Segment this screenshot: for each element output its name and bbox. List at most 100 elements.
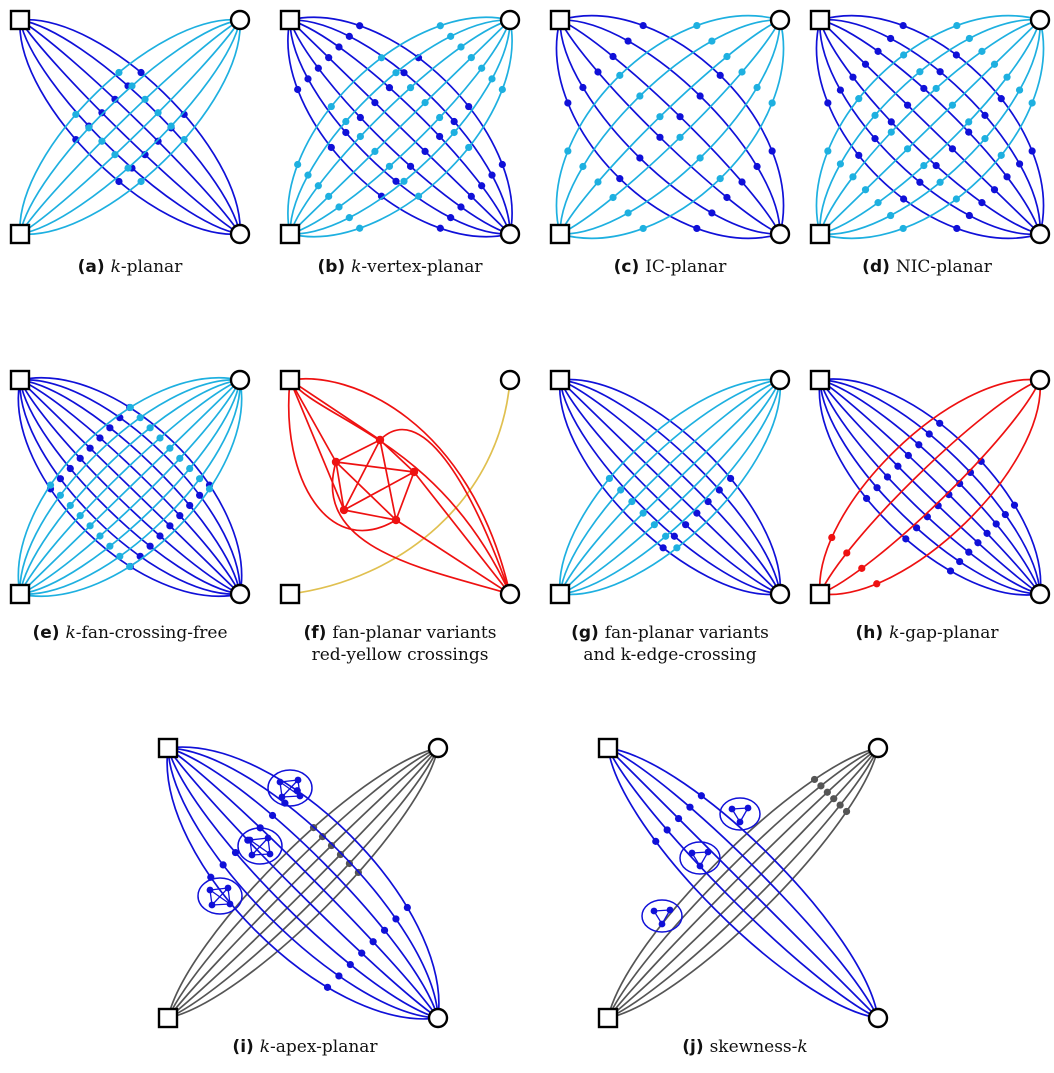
crossing-dot bbox=[400, 177, 408, 185]
crossing-dot bbox=[176, 512, 184, 520]
crossing-dot bbox=[946, 567, 955, 575]
diagram-ic-planar bbox=[549, 9, 791, 245]
edge bbox=[331, 461, 511, 595]
crossing-dot bbox=[693, 21, 701, 30]
crossing-dot bbox=[682, 521, 690, 529]
edge bbox=[19, 19, 241, 235]
crossing-dot bbox=[696, 92, 704, 100]
crossing-dot bbox=[166, 522, 174, 530]
crossing-dot bbox=[873, 484, 881, 492]
edge bbox=[167, 747, 439, 1019]
edge bbox=[819, 378, 1042, 595]
circle-node bbox=[229, 9, 251, 31]
crossing-dot bbox=[345, 214, 353, 222]
crossing-dot bbox=[873, 580, 881, 588]
crossing-dot bbox=[670, 532, 678, 540]
crossing-dot bbox=[392, 915, 400, 923]
panel-i: (i) k-apex-planar bbox=[150, 728, 460, 1068]
crossing-dot bbox=[894, 462, 902, 470]
circle-node bbox=[427, 1007, 449, 1029]
crossing-dot bbox=[56, 491, 64, 499]
crossing-dot bbox=[268, 811, 277, 820]
crossing-dot bbox=[167, 122, 175, 130]
edge bbox=[19, 19, 241, 235]
crossing-dot bbox=[874, 199, 882, 207]
crossing-dot bbox=[342, 128, 350, 137]
crossing-dot bbox=[871, 135, 879, 143]
panel-d: (d) NIC-planar bbox=[800, 0, 1054, 300]
circle-node bbox=[499, 9, 521, 31]
crossing-dot bbox=[224, 884, 232, 892]
edge bbox=[19, 379, 241, 595]
edge bbox=[413, 471, 511, 595]
edge bbox=[559, 19, 781, 235]
crossing-dot bbox=[915, 441, 923, 449]
crossing-dot bbox=[855, 95, 863, 103]
edge bbox=[287, 19, 511, 238]
edge bbox=[819, 19, 1041, 235]
crossing-dot bbox=[887, 118, 895, 126]
crossing-dot bbox=[952, 195, 960, 203]
crossing-dot bbox=[616, 71, 624, 79]
crossing-dot bbox=[693, 224, 701, 233]
edge bbox=[19, 379, 241, 595]
edge bbox=[559, 379, 781, 595]
crossing-dot bbox=[72, 110, 80, 119]
crossing-dot bbox=[154, 137, 162, 145]
crossing-dot bbox=[403, 903, 411, 912]
crossing-dot bbox=[836, 86, 845, 94]
crossing-dot bbox=[219, 861, 227, 869]
edge bbox=[289, 19, 511, 235]
edge bbox=[167, 746, 440, 1019]
caption-var: k bbox=[351, 257, 362, 277]
edge bbox=[19, 19, 241, 235]
crossing-dot bbox=[716, 71, 724, 79]
edge bbox=[289, 379, 381, 441]
crossing-dot bbox=[76, 512, 84, 520]
crossing-dot bbox=[231, 848, 240, 857]
apex-cluster bbox=[237, 827, 283, 865]
edge bbox=[289, 19, 511, 235]
crossing-dot bbox=[953, 21, 961, 30]
crossing-dot bbox=[186, 464, 194, 473]
edge bbox=[19, 379, 241, 595]
crossing-dot bbox=[465, 143, 473, 152]
crossing-dot bbox=[650, 907, 658, 915]
circle-node bbox=[769, 223, 791, 245]
crossing-dot bbox=[997, 151, 1005, 159]
crossing-dot bbox=[887, 128, 895, 136]
crossing-dot bbox=[744, 804, 752, 812]
crossing-dot bbox=[136, 414, 144, 422]
crossing-dot bbox=[974, 539, 982, 547]
crossing-dot bbox=[356, 113, 364, 122]
crossing-dot bbox=[436, 113, 444, 122]
crossing-dot bbox=[978, 199, 986, 207]
edge bbox=[287, 379, 397, 532]
caption-label: (j) bbox=[682, 1037, 704, 1057]
caption-text: fan-planar variants bbox=[332, 623, 497, 643]
edge bbox=[559, 379, 781, 595]
crossing-dot bbox=[296, 792, 304, 800]
crossing-dot bbox=[176, 454, 184, 462]
crossing-dot bbox=[146, 424, 154, 432]
crossing-dot bbox=[966, 468, 975, 477]
edge bbox=[19, 19, 241, 235]
square-node bbox=[597, 737, 619, 759]
circle-node bbox=[867, 737, 889, 759]
edge bbox=[819, 379, 1041, 595]
crossing-dot bbox=[673, 544, 681, 552]
crossing-dot bbox=[738, 68, 746, 76]
edge bbox=[819, 379, 1041, 595]
crossing-dot bbox=[208, 901, 216, 909]
crossing-dot bbox=[323, 983, 332, 991]
caption-j: (j) skewness-k bbox=[590, 1036, 900, 1058]
caption-text: -planar bbox=[120, 257, 183, 277]
crossing-dot bbox=[903, 101, 912, 109]
crossing-dot bbox=[696, 862, 704, 870]
skew-cluster bbox=[719, 797, 761, 831]
crossing-dot bbox=[294, 776, 302, 784]
edge bbox=[19, 379, 243, 597]
crossing-dot bbox=[86, 522, 94, 530]
crossing-dot bbox=[659, 544, 667, 552]
edge bbox=[819, 19, 1041, 235]
